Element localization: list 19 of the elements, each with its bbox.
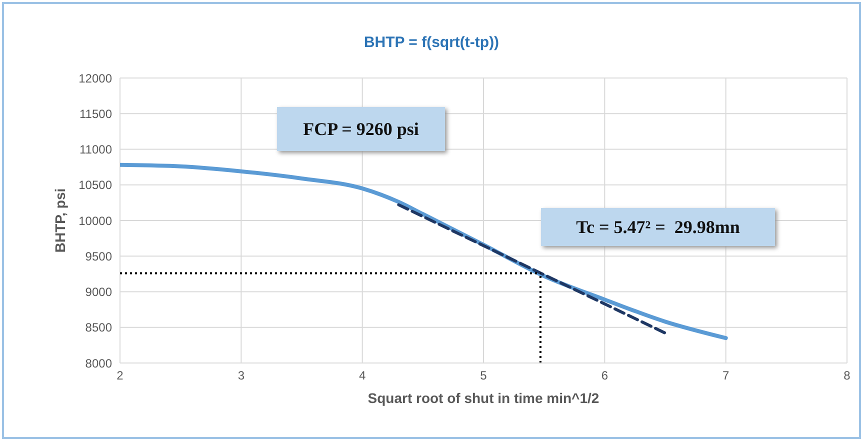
x-tick-label: 3 <box>238 368 245 383</box>
y-tick-label: 10500 <box>78 178 112 192</box>
x-tick-label: 4 <box>358 368 366 383</box>
x-tick-label: 6 <box>601 368 608 383</box>
y-tick-label: 11500 <box>80 106 112 121</box>
y-tick-label: 9500 <box>85 249 112 264</box>
y-tick-label: 12000 <box>78 71 112 86</box>
x-tick-label: 8 <box>844 368 851 383</box>
x-tick-label: 7 <box>722 368 730 383</box>
chart-title: BHTP = f(sqrt(t-tp)) <box>362 34 500 51</box>
y-tick-label: 8500 <box>85 320 112 335</box>
y-axis-title: BHTP, psi <box>52 188 68 253</box>
y-tick-label: 8000 <box>85 356 112 370</box>
y-tick-label: 11000 <box>80 142 112 157</box>
x-axis-title: Squart root of shut in time min^1/2 <box>368 390 600 406</box>
x-tick-label: 2 <box>116 368 124 383</box>
y-tick-label: 10000 <box>78 214 112 228</box>
x-tick-label: 5 <box>480 368 488 383</box>
y-tick-label: 9000 <box>85 285 112 300</box>
